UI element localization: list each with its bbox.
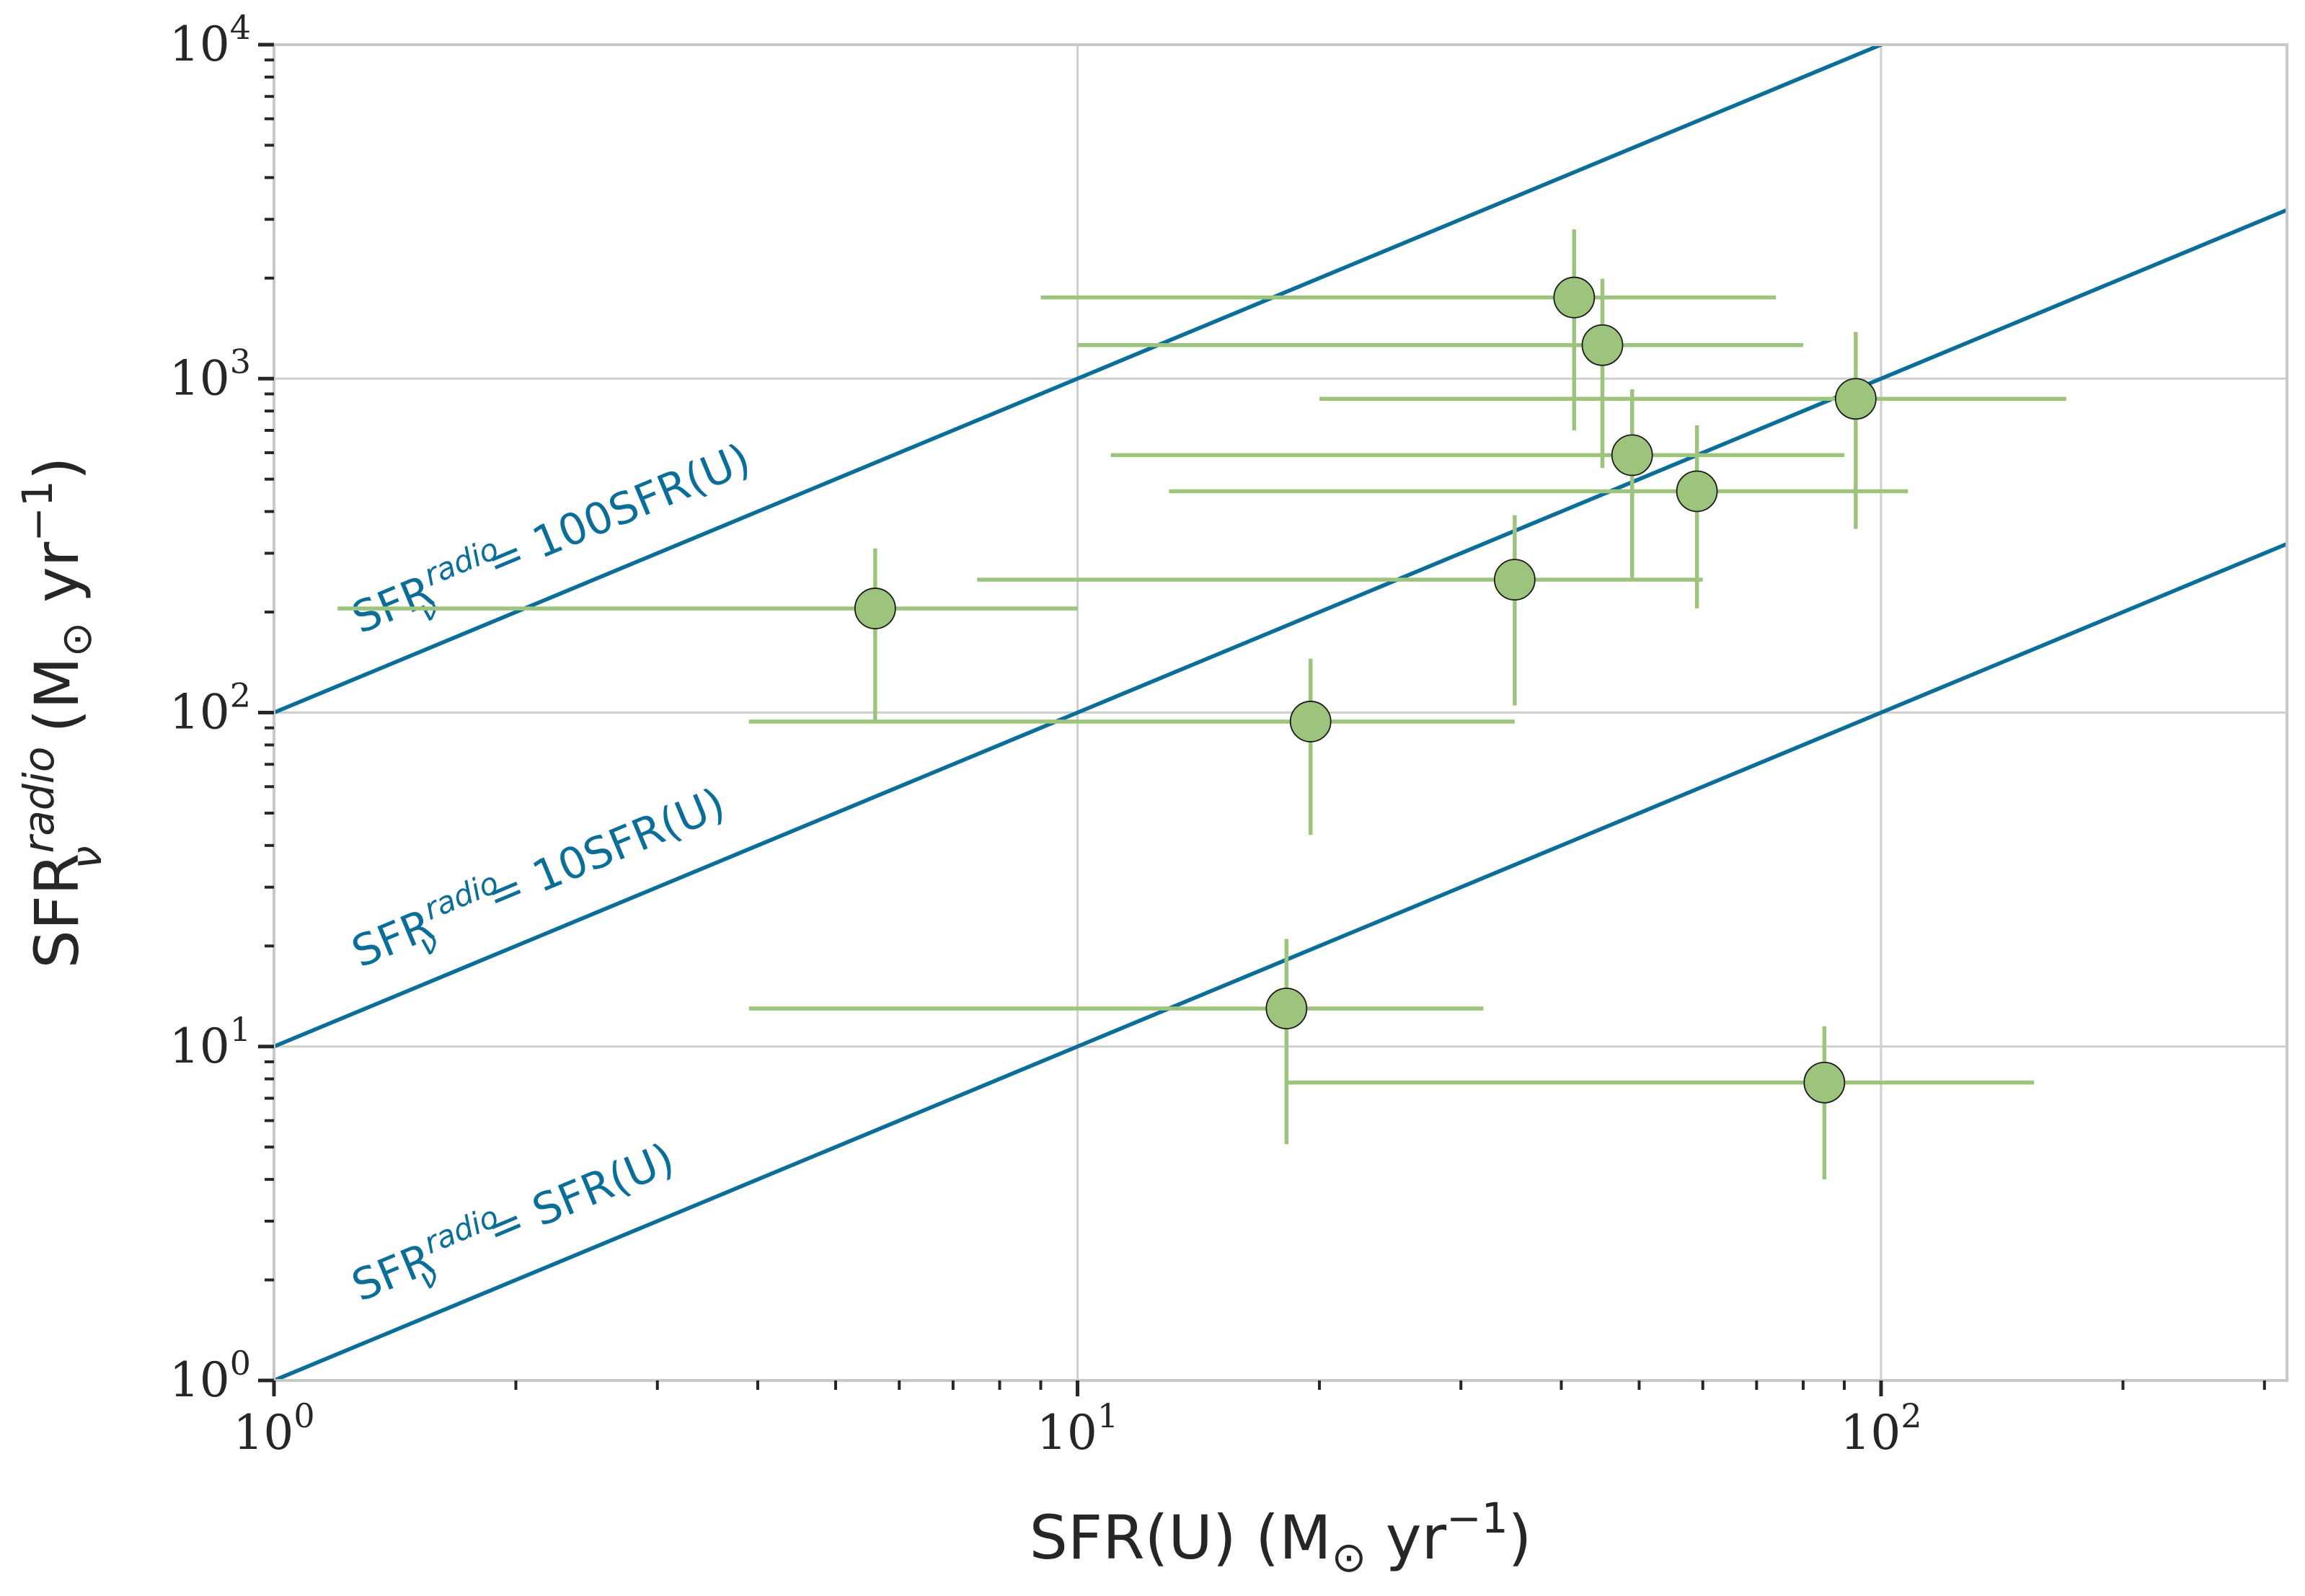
reference-lines	[274, 45, 2287, 1380]
y-tick-label: 102	[169, 676, 251, 740]
data-point	[1265, 988, 1308, 1029]
data-point	[1581, 324, 1624, 366]
reference-line-1x	[274, 541, 2287, 1380]
data-points	[854, 276, 1877, 1104]
x-tick-label: 102	[1840, 1396, 1921, 1460]
error-bars	[337, 229, 2066, 1180]
reference-line-label-100x: SFRradioν = 100SFR(U)	[342, 428, 761, 654]
y-tick-label: 101	[169, 1010, 251, 1074]
data-point	[1834, 378, 1877, 420]
data-point	[1493, 559, 1536, 601]
reference-line-label-1x: SFRradioν = SFR(U)	[342, 1128, 685, 1322]
x-tick-label: 101	[1037, 1396, 1118, 1460]
x-axis-label: SFR(U) (M⊙ yr−1)	[1030, 1494, 1532, 1582]
y-axis-label: SFRradioν (M⊙ yr−1)	[13, 456, 111, 968]
data-point	[1289, 701, 1332, 742]
y-tick-label: 103	[169, 342, 251, 406]
tick-labels: 100 101 102 100 101 102 103 104	[169, 8, 1922, 1460]
data-point	[1553, 276, 1596, 319]
reference-line-100x	[274, 45, 1887, 715]
data-point	[854, 588, 896, 629]
reference-line-10x	[274, 208, 2287, 1049]
reference-line-labels: SFRradioν = 100SFR(U)SFRradioν = 10SFR(U…	[342, 428, 761, 1322]
grid	[274, 45, 2287, 1380]
data-point	[1676, 470, 1718, 513]
data-point	[1611, 434, 1653, 476]
y-tick-label: 104	[169, 8, 251, 72]
y-tick-label: 100	[169, 1344, 251, 1408]
data-point	[1803, 1061, 1846, 1104]
ticks	[258, 43, 2266, 1396]
x-tick-label: 100	[233, 1396, 314, 1460]
